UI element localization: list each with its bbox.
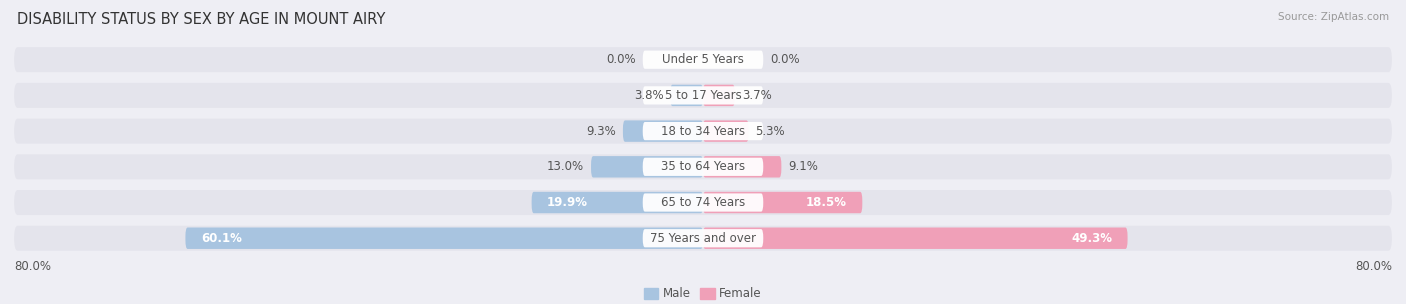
Text: 3.7%: 3.7% bbox=[742, 89, 772, 102]
Text: DISABILITY STATUS BY SEX BY AGE IN MOUNT AIRY: DISABILITY STATUS BY SEX BY AGE IN MOUNT… bbox=[17, 12, 385, 27]
FancyBboxPatch shape bbox=[643, 122, 763, 140]
Text: 5 to 17 Years: 5 to 17 Years bbox=[665, 89, 741, 102]
FancyBboxPatch shape bbox=[591, 156, 703, 178]
FancyBboxPatch shape bbox=[703, 227, 1128, 249]
FancyBboxPatch shape bbox=[623, 120, 703, 142]
FancyBboxPatch shape bbox=[186, 227, 703, 249]
FancyBboxPatch shape bbox=[703, 85, 735, 106]
FancyBboxPatch shape bbox=[643, 50, 763, 69]
FancyBboxPatch shape bbox=[14, 119, 1392, 143]
FancyBboxPatch shape bbox=[14, 154, 1392, 179]
Text: 9.1%: 9.1% bbox=[789, 160, 818, 173]
Text: 18 to 34 Years: 18 to 34 Years bbox=[661, 125, 745, 138]
FancyBboxPatch shape bbox=[14, 47, 1392, 72]
FancyBboxPatch shape bbox=[703, 120, 748, 142]
FancyBboxPatch shape bbox=[14, 190, 1392, 215]
Text: Under 5 Years: Under 5 Years bbox=[662, 53, 744, 66]
Text: 65 to 74 Years: 65 to 74 Years bbox=[661, 196, 745, 209]
Text: 3.8%: 3.8% bbox=[634, 89, 664, 102]
Text: 0.0%: 0.0% bbox=[606, 53, 636, 66]
Text: 80.0%: 80.0% bbox=[1355, 260, 1392, 273]
FancyBboxPatch shape bbox=[643, 193, 763, 212]
Text: 60.1%: 60.1% bbox=[201, 232, 242, 245]
Text: 9.3%: 9.3% bbox=[586, 125, 616, 138]
FancyBboxPatch shape bbox=[671, 85, 703, 106]
Text: 75 Years and over: 75 Years and over bbox=[650, 232, 756, 245]
FancyBboxPatch shape bbox=[643, 229, 763, 247]
FancyBboxPatch shape bbox=[14, 83, 1392, 108]
Legend: Male, Female: Male, Female bbox=[640, 283, 766, 304]
Text: 13.0%: 13.0% bbox=[547, 160, 583, 173]
FancyBboxPatch shape bbox=[703, 192, 862, 213]
Text: 35 to 64 Years: 35 to 64 Years bbox=[661, 160, 745, 173]
FancyBboxPatch shape bbox=[14, 226, 1392, 251]
Text: 19.9%: 19.9% bbox=[547, 196, 588, 209]
Text: 80.0%: 80.0% bbox=[14, 260, 51, 273]
Text: 0.0%: 0.0% bbox=[770, 53, 800, 66]
Text: 5.3%: 5.3% bbox=[755, 125, 785, 138]
FancyBboxPatch shape bbox=[531, 192, 703, 213]
FancyBboxPatch shape bbox=[643, 86, 763, 105]
Text: 49.3%: 49.3% bbox=[1071, 232, 1112, 245]
FancyBboxPatch shape bbox=[703, 156, 782, 178]
FancyBboxPatch shape bbox=[643, 158, 763, 176]
Text: Source: ZipAtlas.com: Source: ZipAtlas.com bbox=[1278, 12, 1389, 22]
Text: 18.5%: 18.5% bbox=[806, 196, 846, 209]
